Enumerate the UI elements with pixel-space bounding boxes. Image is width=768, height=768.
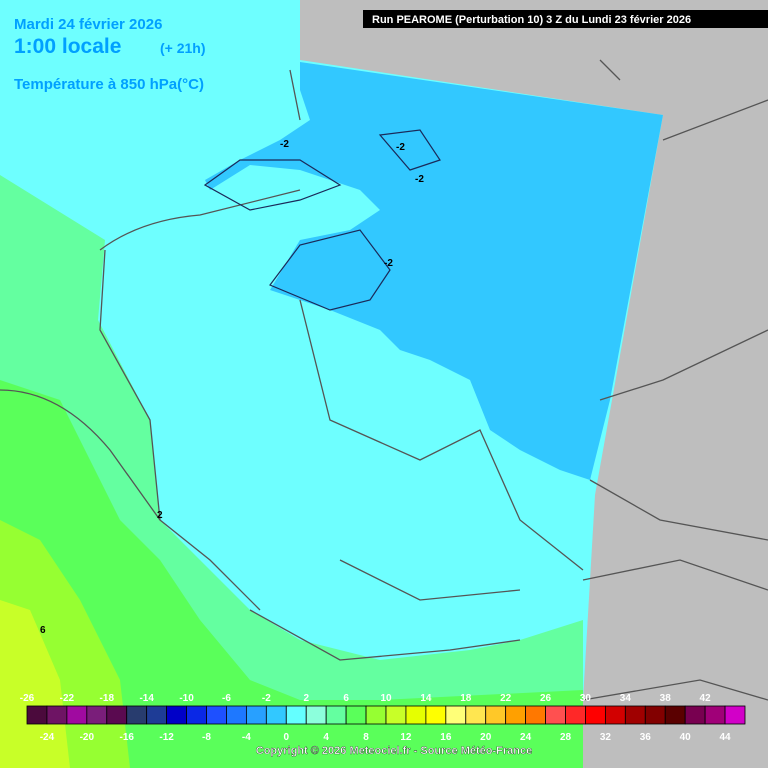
- legend-label: 42: [700, 693, 712, 704]
- legend-label: 4: [323, 732, 329, 743]
- legend-label: 10: [380, 693, 392, 704]
- legend-label: -2: [262, 693, 271, 704]
- legend-swatch: [405, 705, 427, 725]
- legend-label: 28: [560, 732, 572, 743]
- legend-swatch: [265, 705, 287, 725]
- legend-swatch: [285, 705, 307, 725]
- legend-label: 14: [420, 693, 432, 704]
- legend-label: -4: [242, 732, 251, 743]
- legend-label: 40: [680, 732, 692, 743]
- legend-swatch: [445, 705, 467, 725]
- legend-label: 38: [660, 693, 672, 704]
- legend-swatch: [305, 705, 327, 725]
- legend-label: -18: [100, 693, 115, 704]
- legend-swatch: [724, 705, 746, 725]
- legend-swatch: [245, 705, 267, 725]
- legend-swatch: [126, 705, 148, 725]
- legend-swatch: [525, 705, 546, 725]
- legend-swatch: [206, 705, 227, 725]
- legend-label: 26: [540, 693, 552, 704]
- contour-label: -2: [396, 142, 405, 153]
- legend-swatch: [485, 705, 507, 725]
- legend-swatch: [26, 705, 48, 725]
- legend-label: -26: [20, 693, 35, 704]
- zone-minus2: [205, 62, 663, 480]
- legend-swatch: [46, 705, 68, 725]
- legend-swatch: [166, 705, 187, 725]
- legend-label: 12: [400, 732, 412, 743]
- domain-top: [0, 0, 300, 62]
- legend-swatch: [604, 705, 626, 725]
- legend-swatch: [644, 705, 666, 725]
- legend-swatch: [585, 705, 606, 725]
- legend-label: 20: [480, 732, 492, 743]
- legend-label: 8: [363, 732, 369, 743]
- legend-label: 30: [580, 693, 592, 704]
- contour-label: -2: [280, 139, 289, 150]
- contour-label: 6: [40, 625, 46, 636]
- legend-swatch: [86, 705, 108, 725]
- legend-swatch: [345, 705, 367, 725]
- legend-swatch: [365, 705, 387, 725]
- legend-swatch: [624, 705, 646, 725]
- legend-label: -14: [139, 693, 154, 704]
- legend-swatch: [385, 705, 407, 725]
- contour-label: -2: [415, 174, 424, 185]
- lead: (+ 21h): [160, 40, 206, 56]
- legend-swatch: [66, 705, 88, 725]
- legend-label: -20: [80, 732, 95, 743]
- contour-label: -2: [384, 258, 393, 269]
- parameter: Température à 850 hPa(°C): [14, 76, 204, 93]
- legend-swatch: [565, 705, 586, 725]
- contours: [203, 129, 441, 311]
- legend-label: -8: [202, 732, 211, 743]
- legend-label: -12: [159, 732, 174, 743]
- legend-label: 22: [500, 693, 512, 704]
- zone-10: [0, 600, 70, 768]
- legend-label: 16: [440, 732, 452, 743]
- legend-label: 0: [283, 732, 289, 743]
- legend-label: -24: [40, 732, 55, 743]
- legend-label: 34: [620, 693, 632, 704]
- legend-label: 44: [719, 732, 731, 743]
- legend-swatch: [146, 705, 168, 725]
- legend-swatch: [325, 705, 347, 725]
- legend-label: -6: [222, 693, 231, 704]
- legend-label: 6: [343, 693, 349, 704]
- legend-label: -22: [60, 693, 75, 704]
- legend-label: 18: [460, 693, 472, 704]
- legend-label: 32: [600, 732, 612, 743]
- zone-6: [0, 380, 583, 768]
- borders: [0, 59, 768, 701]
- legend-label: 24: [520, 732, 532, 743]
- copyright: Copyright © 2026 Meteociel.fr - Source M…: [256, 745, 532, 757]
- legend-label: 2: [303, 693, 309, 704]
- time: 1:00 locale: [14, 35, 121, 58]
- legend-swatch: [545, 705, 566, 725]
- legend-swatch: [186, 705, 207, 725]
- legend-swatch: [505, 705, 527, 725]
- legend-swatch: [425, 705, 447, 725]
- run-box: [363, 10, 768, 28]
- legend-swatch: [106, 705, 128, 725]
- legend-swatch: [684, 705, 706, 725]
- legend-swatch: [664, 705, 686, 725]
- legend-label: -10: [179, 693, 194, 704]
- legend-label: 36: [640, 732, 652, 743]
- legend-swatch: [226, 705, 247, 725]
- legend-swatch: [704, 705, 726, 725]
- date: Mardi 24 février 2026: [14, 16, 162, 33]
- legend-label: -16: [119, 732, 134, 743]
- legend-swatch: [465, 705, 487, 725]
- legend: -26 -22 -18 -14 -10 -6 -2 2 6 10 14 18 22 26 30 34 38 42-…: [20, 693, 746, 743]
- run-info: Run PEAROME (Perturbation 10) 3 Z du Lun…: [372, 14, 691, 26]
- contour-label: 2: [157, 510, 163, 521]
